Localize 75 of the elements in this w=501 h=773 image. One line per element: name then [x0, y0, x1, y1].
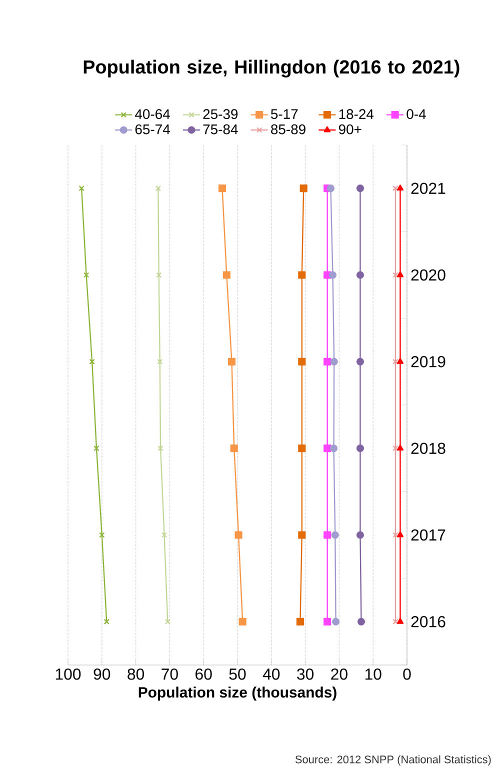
legend-label: 40-64 [135, 109, 170, 120]
y-tick-label: 2019 [411, 356, 446, 368]
point [218, 184, 226, 192]
point [328, 271, 337, 279]
x-tick-label: 0 [403, 668, 411, 680]
point [298, 531, 306, 539]
x-tick-label: 10 [365, 668, 382, 680]
y-tick-label: 2016 [411, 616, 446, 628]
x-tick-label: 100 [56, 668, 81, 680]
x-axis-title: Population size (thousands) [138, 686, 336, 701]
x-tick-label: 60 [196, 668, 212, 680]
source-note: Source: 2012 SNPP (National Statistics) [295, 755, 491, 766]
point [357, 618, 366, 626]
legend-label: 90+ [338, 124, 362, 134]
legend-label: 65-74 [135, 124, 170, 134]
y-tick-label: 2018 [411, 442, 446, 454]
point [158, 445, 164, 452]
point [330, 444, 338, 452]
point [356, 358, 364, 366]
point [396, 618, 404, 624]
point [396, 271, 404, 278]
point [396, 444, 404, 451]
point [392, 445, 398, 452]
point [94, 445, 100, 452]
point [234, 531, 242, 539]
x-tick-label: 80 [128, 668, 144, 680]
point [238, 618, 246, 626]
point [324, 531, 332, 539]
point [324, 618, 332, 626]
point [392, 272, 398, 278]
point [298, 271, 306, 279]
point [83, 272, 90, 278]
legend-label: 5-17 [270, 109, 298, 119]
point [356, 444, 364, 452]
point [296, 618, 304, 626]
legend-label: 85-89 [271, 124, 306, 134]
legend-label: 18-24 [339, 109, 374, 120]
y-tick-label: 2020 [411, 269, 446, 281]
point [157, 358, 163, 365]
point [222, 271, 230, 279]
point [356, 271, 364, 279]
legend-label: 75-84 [203, 124, 238, 134]
x-tick-label: 50 [229, 668, 246, 680]
point [156, 272, 162, 278]
legend-label: 0-4 [406, 109, 426, 120]
point [356, 531, 364, 539]
point [330, 358, 338, 366]
point [324, 444, 332, 452]
x-tick-label: 70 [162, 668, 178, 680]
point [298, 358, 306, 366]
point [300, 184, 308, 192]
point [331, 531, 339, 539]
point [396, 184, 404, 191]
point [324, 358, 332, 366]
y-tick-label: 2017 [411, 529, 446, 541]
y-tick-label: 2021 [411, 182, 446, 194]
x-tick-label: 20 [331, 668, 348, 680]
point [396, 531, 404, 538]
chart-title: Population size, Hillingdon (2016 to 2021) [84, 60, 460, 78]
point [396, 358, 404, 364]
point [392, 358, 398, 365]
point [326, 184, 335, 192]
point [392, 532, 398, 538]
point [230, 444, 238, 452]
point [89, 358, 95, 365]
x-tick-label: 30 [297, 668, 314, 680]
legend-label: 25-39 [203, 109, 238, 120]
point [228, 358, 236, 366]
point [99, 532, 105, 538]
x-tick-label: 40 [262, 668, 280, 680]
point [161, 532, 168, 538]
point [356, 184, 364, 192]
point [298, 444, 306, 452]
point [332, 618, 340, 626]
x-tick-label: 90 [94, 668, 110, 680]
